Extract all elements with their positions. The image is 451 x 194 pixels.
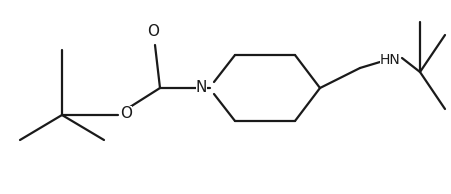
Text: O: O — [120, 106, 132, 120]
Text: O: O — [147, 24, 159, 39]
Text: N: N — [195, 81, 207, 95]
Text: HN: HN — [379, 53, 400, 67]
